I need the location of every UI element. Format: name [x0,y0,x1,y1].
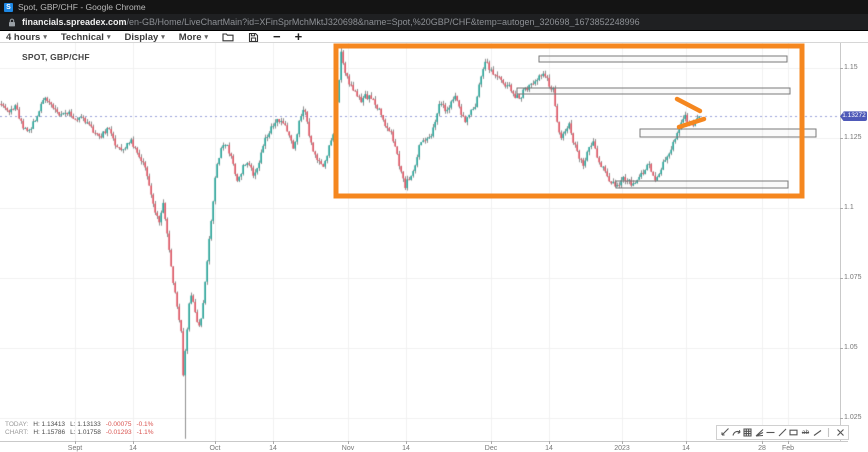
save-icon [248,32,259,42]
time-tick-label: Nov [341,445,355,452]
trend-fan-icon[interactable] [754,427,765,438]
technical-menu[interactable]: Technical ▾ [61,32,111,43]
price-tick-mark [840,418,843,419]
price-tick-mark [840,278,843,279]
time-tick-mark [491,441,492,444]
display-menu[interactable]: Display ▾ [124,32,164,43]
legend-row-today: TODAY: H: 1.13413 L: 1.13133 -0.00075 -0.1% [5,421,159,429]
ray-line-icon[interactable] [812,427,823,438]
candlestick-canvas[interactable] [0,43,840,441]
open-chart-button[interactable] [222,32,234,42]
window-title: Spot, GBP/CHF - Google Chrome [18,2,146,12]
legend-pct: -1.1% [136,428,154,436]
price-tick-label: 1.1 [844,204,854,211]
time-tick-label: 14 [545,445,553,452]
time-tick-mark [348,441,349,444]
time-axis-line [0,441,848,442]
legend-change: -0.01293 [105,428,132,436]
trend-line-icon[interactable] [777,427,788,438]
time-tick-mark [762,441,763,444]
time-tick-label: Dec [484,445,498,452]
price-tick-label: 1.15 [844,64,858,71]
divider-icon [823,427,834,438]
window-titlebar: S Spot, GBP/CHF - Google Chrome [0,0,868,14]
time-tick-label: 28 [758,445,766,452]
time-tick-mark [622,441,623,444]
more-menu-label: More [178,31,202,43]
time-tick-mark [133,441,134,444]
time-tick-label: 14 [269,445,277,452]
price-tick-label: 1.025 [844,414,862,421]
legend-high: H: 1.13413 [33,421,66,428]
chart-area: SPOT, GBP/CHF 1.15 1.125 1.1 1.075 1.05 1.025… [0,42,868,452]
price-tick-label: 1.125 [844,134,862,141]
time-tick-label: 14 [402,445,410,452]
close-icon[interactable] [835,427,846,438]
time-tick-label: Sept [67,445,83,452]
time-tick-mark [406,441,407,444]
price-tick-mark [840,208,843,209]
grid-icon[interactable] [742,427,753,438]
legend-row-chart: CHART: H: 1.15786 L: 1.01758 -0.01293 -1.1% [5,429,159,437]
ohlc-legend: TODAY: H: 1.13413 L: 1.13133 -0.00075 -0.1% … [5,421,159,436]
zoom-out-button[interactable]: − [273,29,281,44]
time-tick-label: 2023 [614,445,630,452]
display-menu-label: Display [124,31,159,43]
lock-icon[interactable] [8,18,16,27]
timeframe-menu[interactable]: 4 hours ▾ [6,32,47,43]
price-tick-label: 1.05 [844,344,858,351]
time-tick-label: 14 [682,445,690,452]
url-path: /en-GB/Home/LiveChartMain?id=XFinSprMchM… [126,17,640,27]
url-domain: financials.spreadex.com [22,17,127,27]
price-tick-mark [840,68,843,69]
symbol-label: SPOT, GBP/CHF [22,52,90,62]
chevron-down-icon: ▾ [161,34,165,41]
browser-urlbar[interactable]: financials.spreadex.com/en-GB/Home/LiveC… [0,14,868,31]
time-tick-mark [75,441,76,444]
chevron-down-icon: ▾ [106,34,111,41]
legend-high: H: 1.15786 [33,428,66,436]
current-price-badge: 1.13272 [840,111,867,122]
time-tick-label: Feb [781,445,795,452]
text-tool-glyph: ab [801,429,810,436]
page-url: financials.spreadex.com/en-GB/Home/LiveC… [22,17,640,27]
legend-pct: -0.1% [136,421,154,428]
more-menu[interactable]: More ▾ [179,32,208,43]
rectangle-icon[interactable] [788,427,799,438]
time-tick-label: Oct [209,445,221,452]
price-tick-label: 1.075 [844,274,862,281]
time-tick-mark [273,441,274,444]
legend-change: -0.00075 [105,421,132,428]
chevron-down-icon: ▾ [43,34,47,41]
price-axis-line [840,43,841,441]
time-tick-mark [788,441,789,444]
timeframe-menu-label: 4 hours [6,31,41,43]
time-tick-mark [215,441,216,444]
legend-low: L: 1.01758 [70,428,101,436]
site-favicon-icon: S [4,2,13,12]
redo-arrow-icon[interactable] [731,427,742,438]
zoom-in-button[interactable]: + [294,29,303,44]
price-tick-mark [840,348,843,349]
horizontal-line-icon[interactable] [765,427,776,438]
save-chart-button[interactable] [248,32,259,43]
folder-icon [222,33,234,42]
legend-label: CHART: [5,428,29,436]
time-tick-label: 14 [129,445,137,452]
chevron-down-icon: ▾ [204,34,208,41]
draw-cursor-icon[interactable] [719,427,730,438]
time-tick-mark [549,441,550,444]
legend-low: L: 1.13133 [70,421,101,428]
drawing-toolbar: ab [716,425,849,440]
chart-toolbar: 4 hours ▾ Technical ▾ Display ▾ More ▾ − + [0,29,868,44]
legend-label: TODAY: [5,421,29,428]
time-tick-mark [686,441,687,444]
technical-menu-label: Technical [60,31,104,43]
text-icon[interactable]: ab [800,427,811,438]
price-tick-mark [840,138,843,139]
